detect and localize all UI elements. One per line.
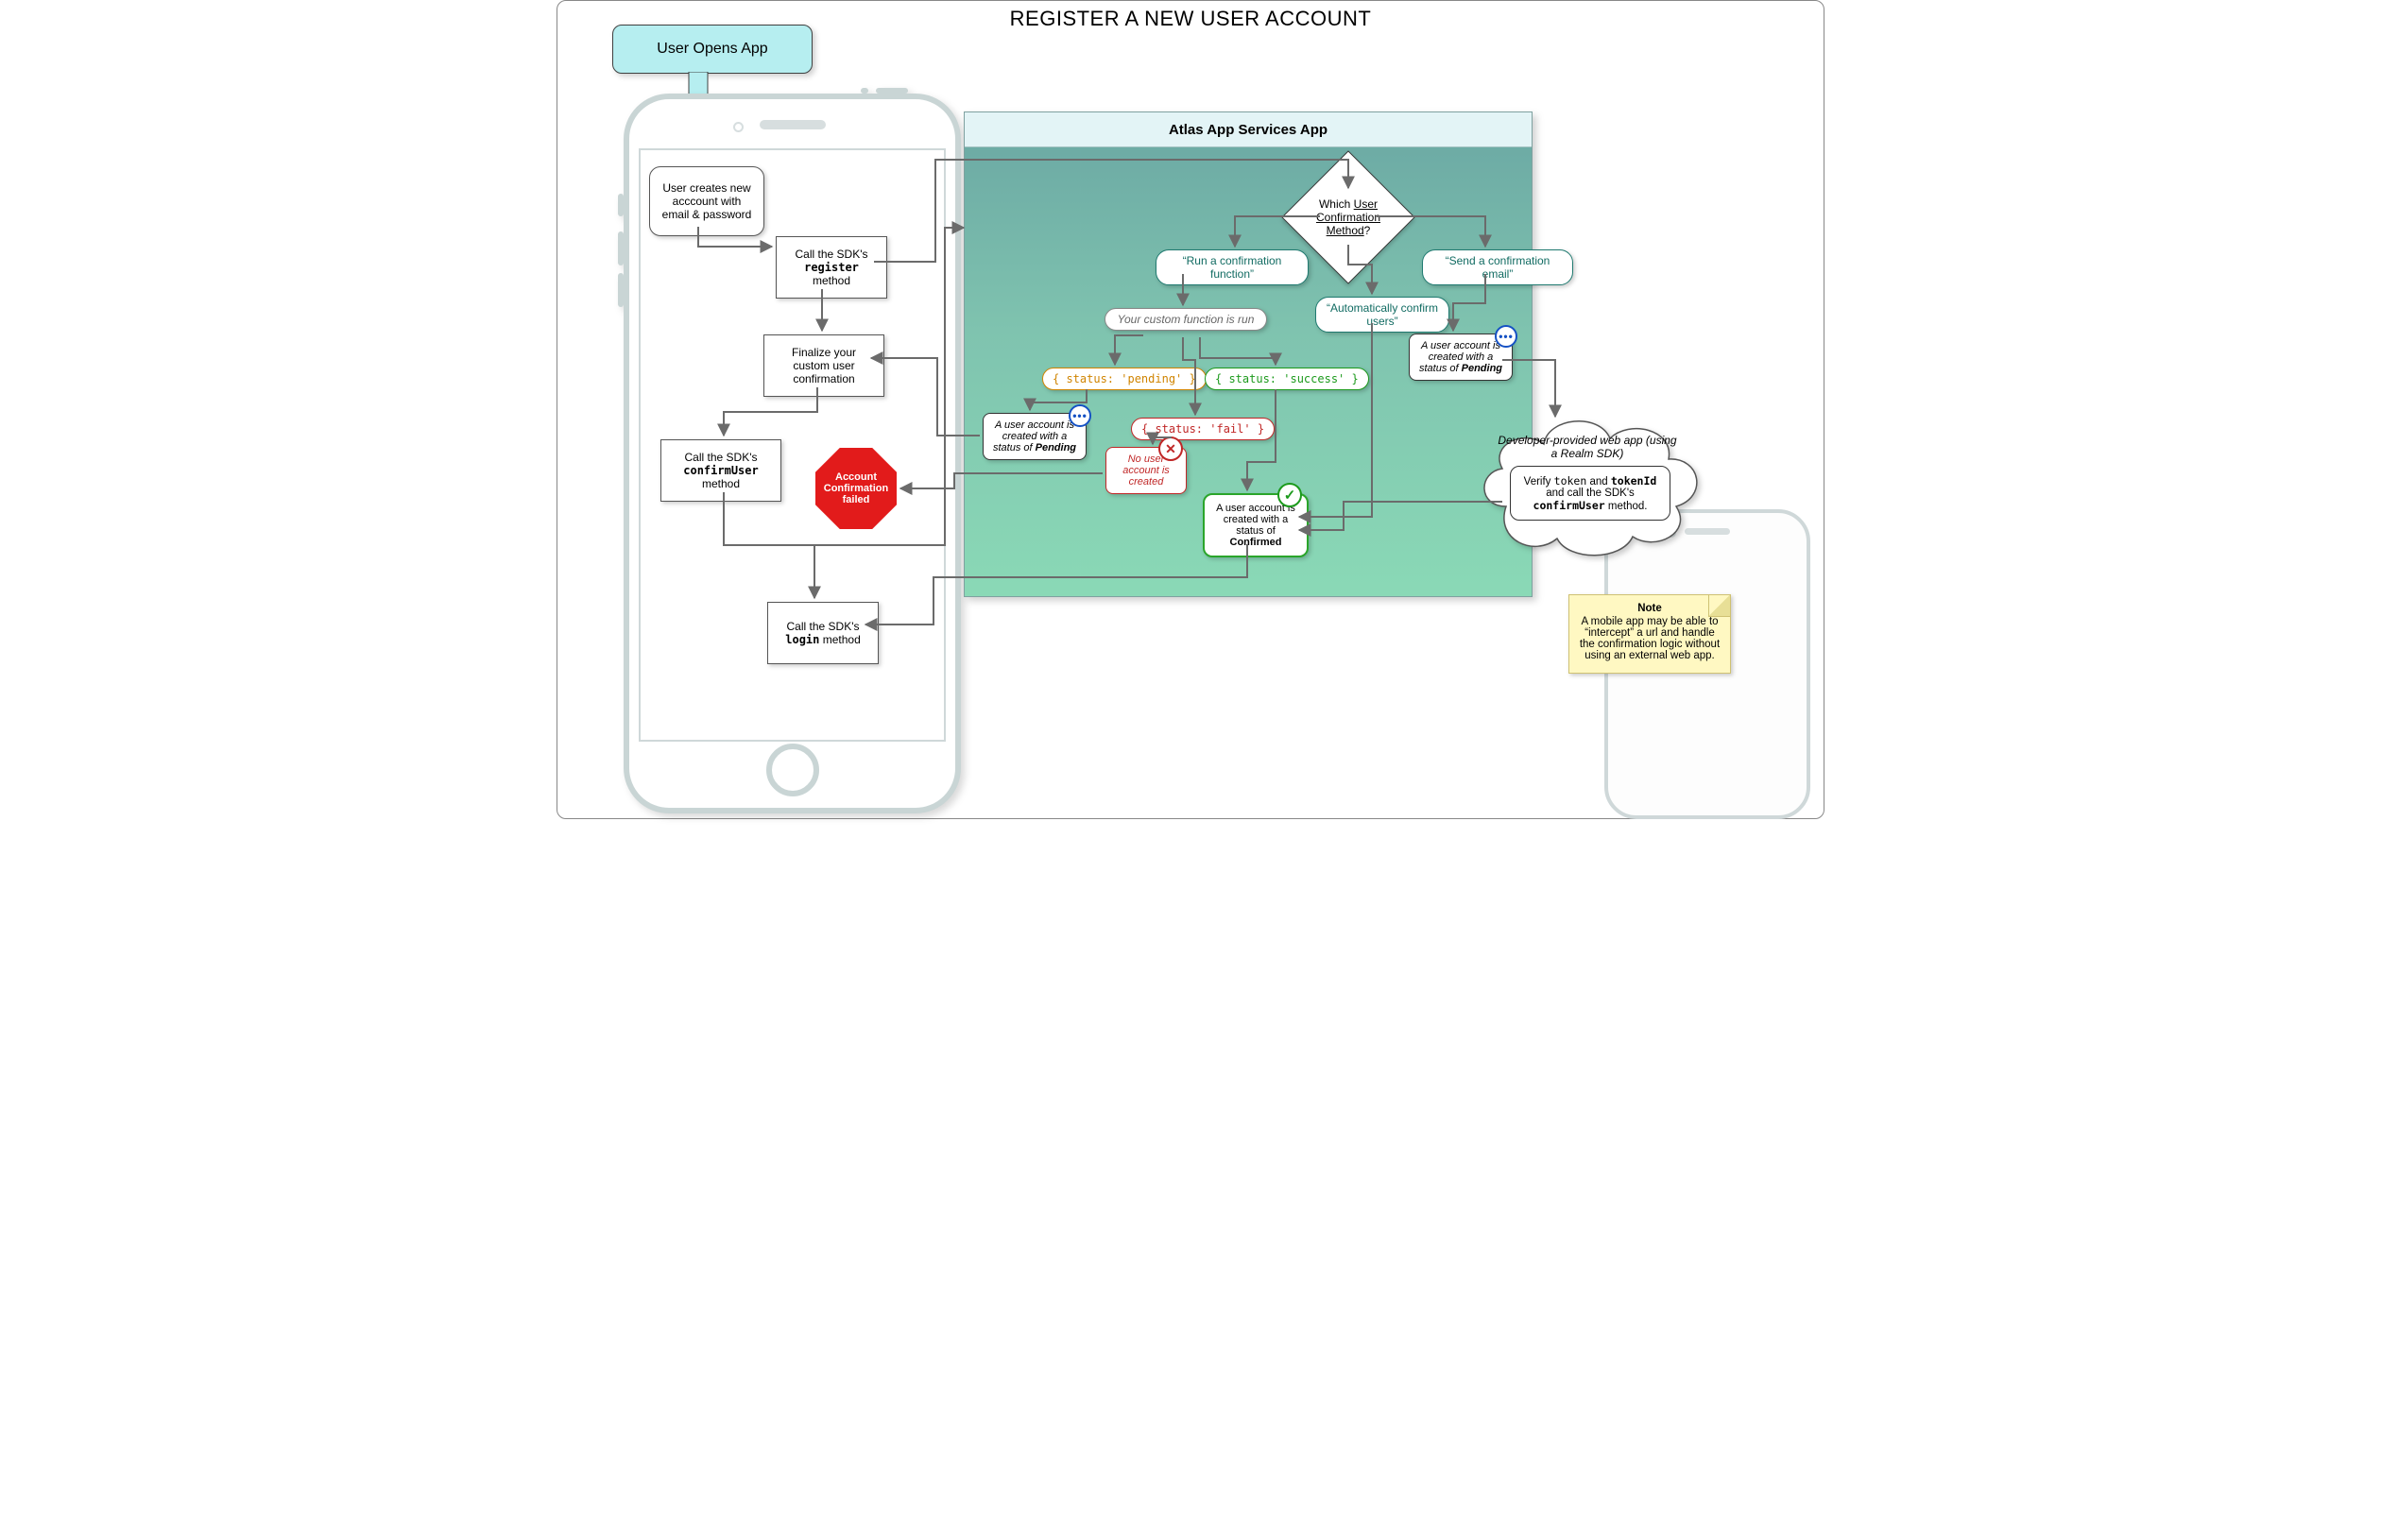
sticky-note: Note A mobile app may be able to “interc… xyxy=(1568,594,1731,674)
status-success: { status: 'success' } xyxy=(1205,368,1369,390)
node-call-confirm: Call the SDK's confirmUser method xyxy=(660,439,781,502)
pending-badge-icon: ••• xyxy=(1069,404,1091,427)
status-pending: { status: 'pending' } xyxy=(1042,368,1207,390)
branch-auto: “Automatically confirm users” xyxy=(1315,297,1449,333)
node-call-register: Call the SDK's register method xyxy=(776,236,887,299)
cloud-title: Developer-provided web app (using a Real… xyxy=(1495,434,1680,460)
diagram-canvas: REGISTER A NEW USER ACCOUNT User Opens A… xyxy=(557,0,1824,819)
node-finalize: Finalize your custom user confirmation xyxy=(763,334,884,397)
pending-badge-icon: ••• xyxy=(1495,325,1517,348)
node-call-login: Call the SDK's login method xyxy=(767,602,879,664)
success-badge-icon: ✓ xyxy=(1277,483,1302,507)
node-custom-run: Your custom function is run xyxy=(1105,308,1267,331)
cloud-inner: Verify token and tokenId and call the SD… xyxy=(1510,466,1670,521)
fail-badge-icon: ✕ xyxy=(1158,436,1183,461)
node-create-account: User creates new acccount with email & p… xyxy=(649,166,764,236)
atlas-header: Atlas App Services App xyxy=(965,112,1532,147)
status-fail: { status: 'fail' } xyxy=(1131,418,1275,440)
start-node: User Opens App xyxy=(612,25,813,74)
branch-send-email: “Send a confirmation email” xyxy=(1422,249,1573,285)
branch-run-func: “Run a confirmation function” xyxy=(1156,249,1309,285)
node-decision: Which User Confirmation Method? xyxy=(1301,170,1396,265)
node-fail-octagon: Account Confirmation failed xyxy=(815,448,897,529)
